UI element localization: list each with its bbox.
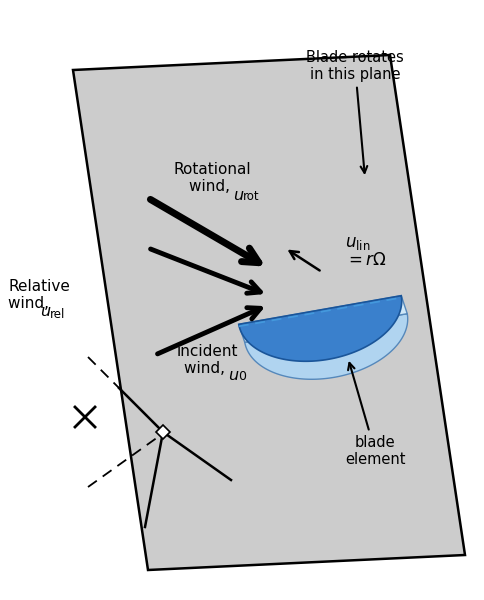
Text: Rotational
wind,: Rotational wind, xyxy=(173,162,251,194)
Text: $u$: $u$ xyxy=(233,187,244,202)
Polygon shape xyxy=(239,296,407,343)
Text: 0: 0 xyxy=(238,370,246,383)
Text: $u$: $u$ xyxy=(228,367,240,383)
Text: $= r\Omega$: $= r\Omega$ xyxy=(345,251,386,269)
Polygon shape xyxy=(245,314,408,379)
Polygon shape xyxy=(239,296,402,361)
Text: $u$: $u$ xyxy=(40,304,51,319)
Text: incident
wind,: incident wind, xyxy=(176,344,238,376)
Text: rot: rot xyxy=(243,191,259,203)
Text: blade
element: blade element xyxy=(345,363,405,467)
Text: Relative
wind,: Relative wind, xyxy=(8,279,70,311)
Text: Blade rotates
in this plane: Blade rotates in this plane xyxy=(306,50,404,173)
Text: $u_{\mathrm{lin}}$: $u_{\mathrm{lin}}$ xyxy=(345,234,370,252)
Polygon shape xyxy=(73,55,465,570)
Text: rel: rel xyxy=(50,307,65,320)
Polygon shape xyxy=(156,425,170,439)
